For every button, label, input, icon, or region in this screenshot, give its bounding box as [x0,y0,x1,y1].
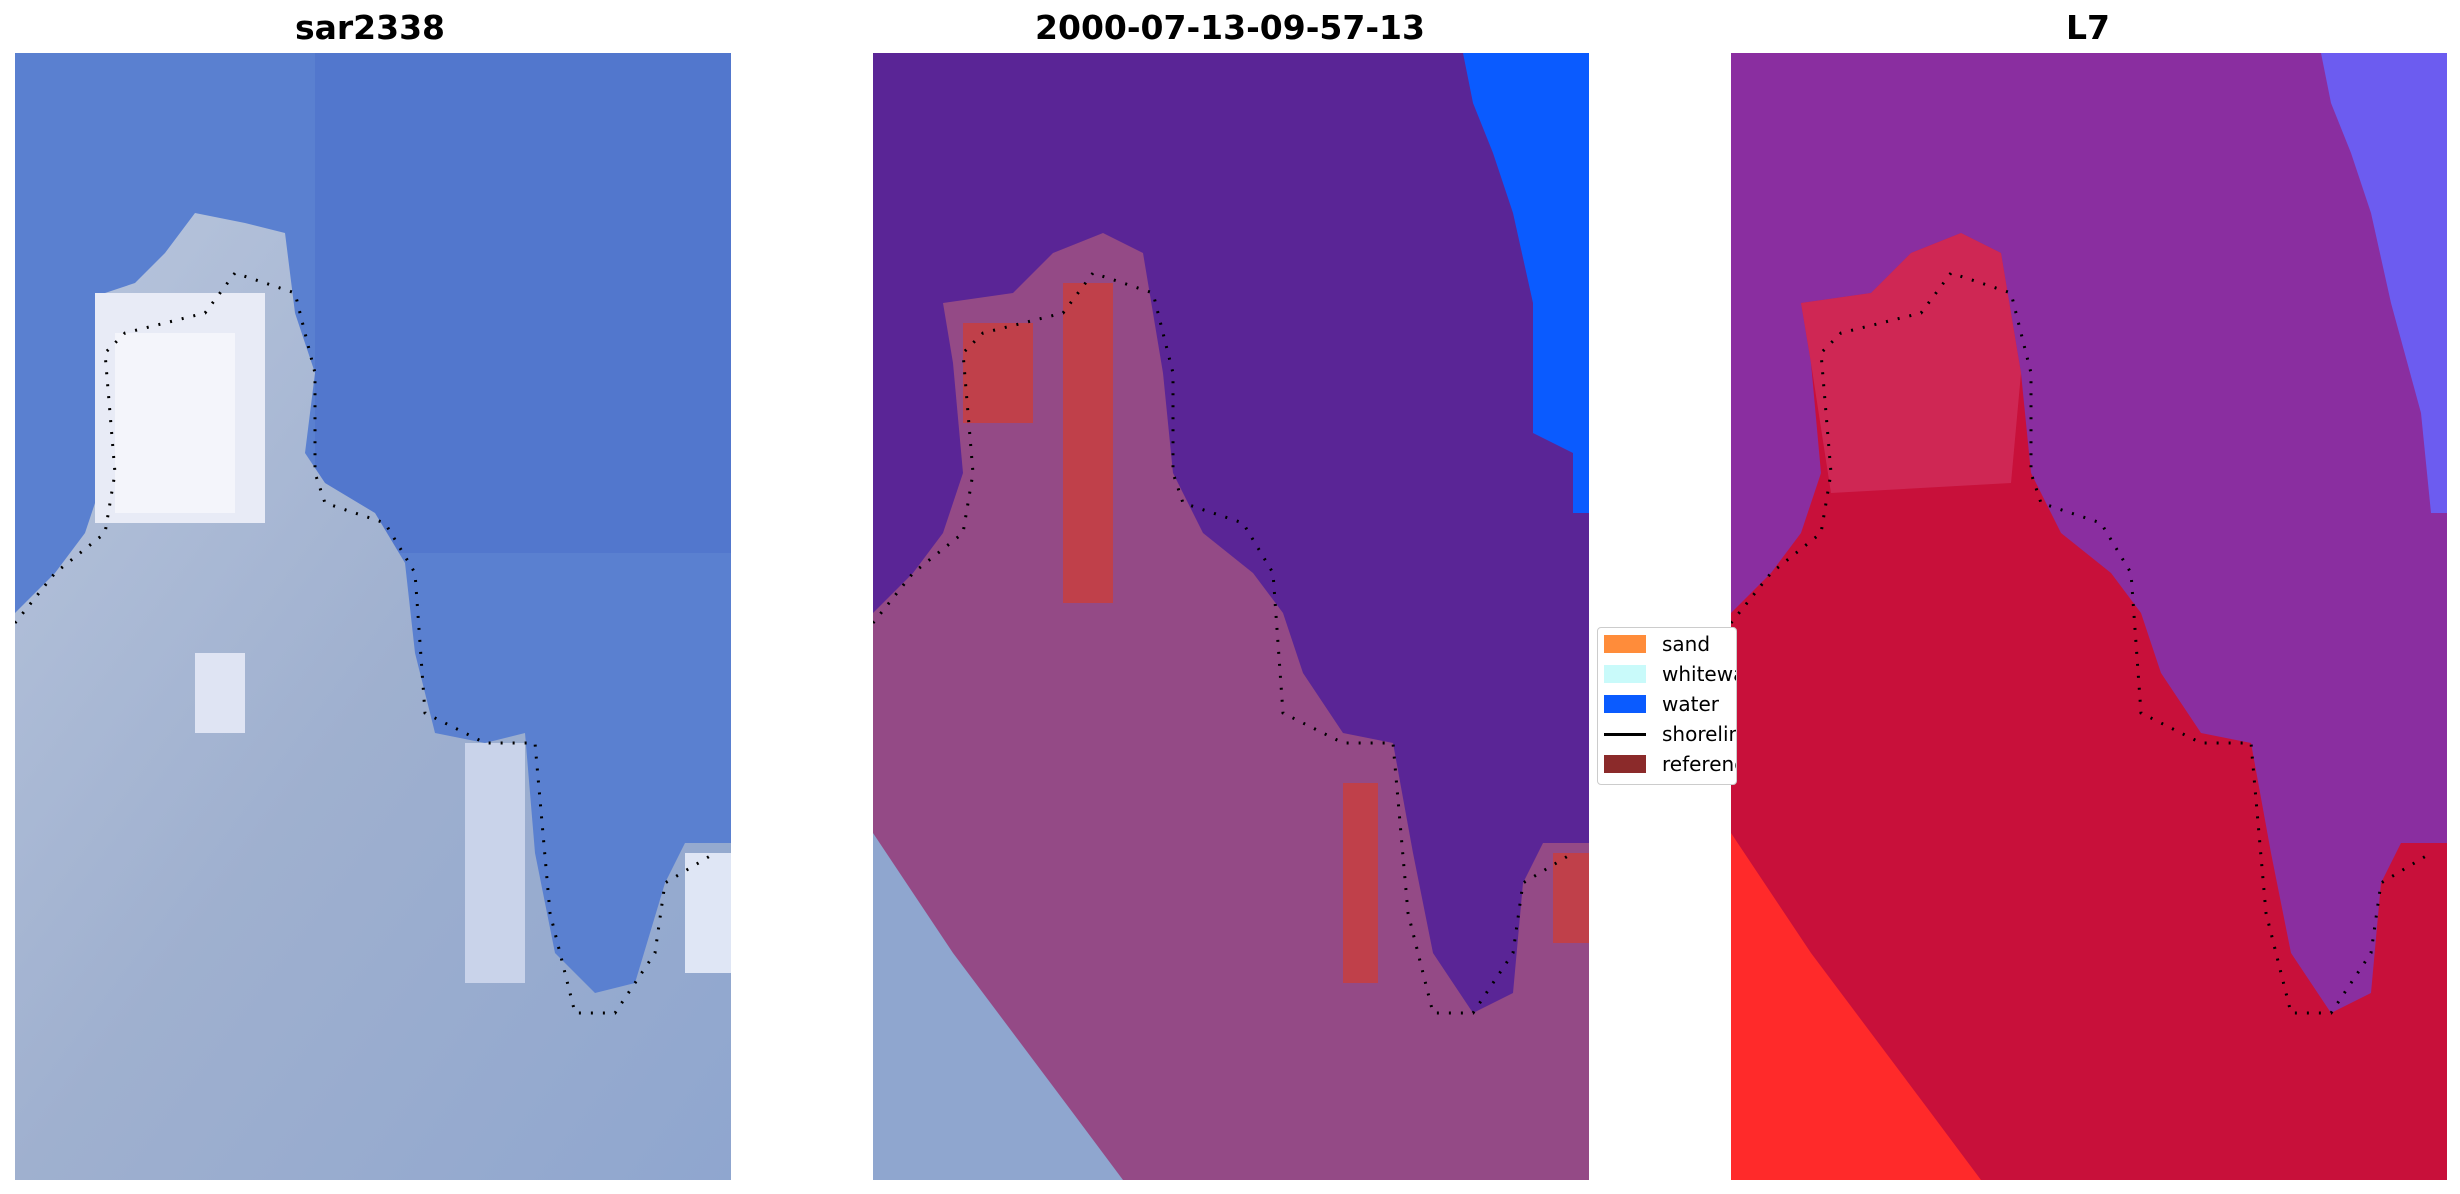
rgb-underlay-corner [873,833,1123,1180]
classified-image [873,53,1589,1180]
legend-label-water: water [1662,692,1719,716]
panel-title-1: sar2338 [294,8,446,47]
reference-block-4 [1553,853,1589,943]
land-class-area [873,233,1589,1180]
water-prob-area [2321,53,2447,513]
sand-swatch [1604,635,1646,653]
land-halo [1801,233,2021,493]
legend-label-reference: reference [1662,752,1736,776]
reference-swatch [1604,755,1646,773]
legend-label-shoreline: shoreline [1662,722,1736,746]
probability-image [1731,53,2447,1180]
shoreline-line-swatch [1604,732,1646,736]
reference-block-1 [963,323,1033,423]
whitewater-swatch [1604,665,1646,683]
rgb-satellite-image [15,53,731,1180]
legend-item-reference: reference [1604,752,1736,776]
reference-block-3 [1343,783,1378,983]
legend-label-sand: sand [1662,632,1711,656]
water-swatch [1604,695,1646,713]
legend-item-water: water [1604,692,1719,716]
legend-item-shoreline: shoreline [1604,722,1736,746]
legend-label-whitewater: whitewater [1662,662,1736,686]
water-class-area [1463,53,1589,513]
reference-block-2 [1063,283,1113,603]
legend: sand whitewater water shoreline referenc… [1597,627,1737,785]
legend-item-whitewater: whitewater [1604,662,1736,686]
high-prob-corner [1731,833,1981,1180]
panel-title-3: L7 [2066,8,2110,47]
panel-title-2: 2000-07-13-09-57-13 [1035,8,1425,47]
legend-item-sand: sand [1604,632,1710,656]
